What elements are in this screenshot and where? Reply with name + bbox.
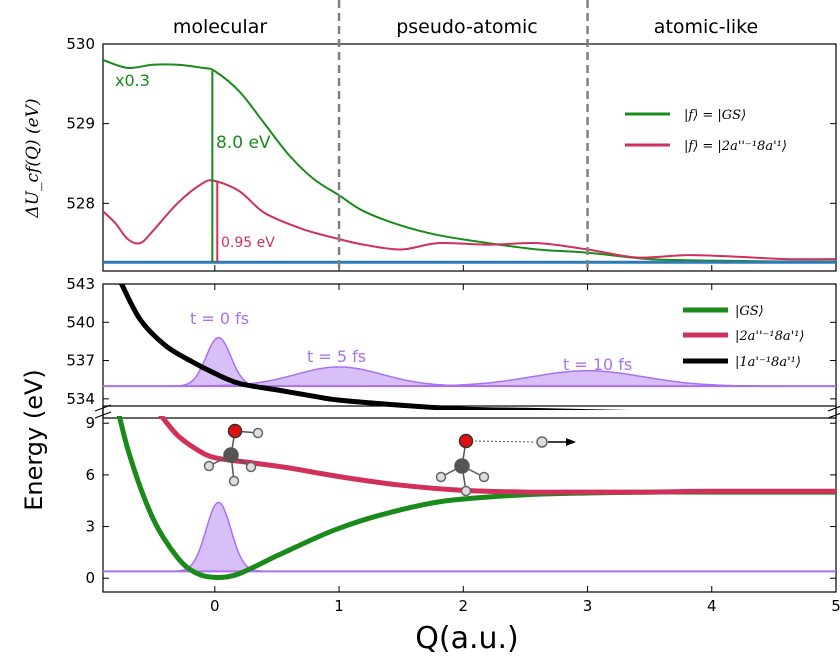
region-label-atomic-like: atomic-like	[654, 16, 758, 38]
upper-y-tick-label-540: 540	[66, 313, 95, 331]
wavepacket-label-t0: t = 0 fs	[190, 309, 249, 328]
bottom-series-excited-2a-potential	[158, 416, 836, 495]
x-tick-label-0: 0	[210, 597, 220, 615]
x-tick-label-1: 1	[334, 597, 344, 615]
molecule-icon-dissociating	[435, 433, 576, 497]
region-label-molecular: molecular	[173, 16, 268, 38]
upper-energy-marks	[103, 284, 836, 410]
wavepacket-label-t5: t = 5 fs	[307, 347, 366, 366]
x-tick-label-4: 4	[707, 597, 717, 615]
molecule-icon-bound	[203, 423, 264, 487]
lower-energy-frame	[102, 405, 837, 593]
axis-ticks: 528 529 530 534 537 540 543 0 3 6 9 0 1 2 3 4 5	[66, 35, 840, 615]
annotation-8-0-ev: 8.0 eV	[216, 133, 271, 153]
lower-y-tick-label-6: 6	[85, 466, 95, 484]
legend-label-1a-bottom: |1a'⁻¹8a'¹⟩	[735, 355, 801, 370]
x-tick-label-2: 2	[459, 597, 469, 615]
top-y-tick-label-530: 530	[66, 35, 95, 53]
bottom-panel-marks	[103, 284, 836, 581]
top-panel-frame	[102, 43, 837, 272]
lower-energy-marks	[103, 416, 836, 581]
x-tick-label-3: 3	[583, 597, 593, 615]
legend-label-gs: |f⟩ = |GS⟩	[684, 108, 746, 123]
x-axis-label: Q(a.u.)	[415, 621, 519, 656]
axis-break-mask	[104, 410, 835, 416]
top-legend: |f⟩ = |GS⟩ |f⟩ = |2a''⁻¹8a'¹⟩	[625, 108, 787, 154]
top-panel-marks	[103, 58, 836, 264]
wavepacket-0	[168, 336, 269, 387]
bottom-legend: |GS⟩ |2a''⁻¹8a'¹⟩ |1a'⁻¹8a'¹⟩	[683, 304, 805, 370]
legend-label-2a-bottom: |2a''⁻¹8a'¹⟩	[735, 329, 805, 344]
annotation-0-95-ev: 0.95 eV	[221, 235, 275, 251]
legend-label-gs-bottom: |GS⟩	[735, 304, 764, 319]
upper-y-tick-label-543: 543	[66, 275, 95, 293]
top-y-tick-label-528: 528	[66, 194, 95, 212]
upper-y-tick-label-537: 537	[66, 352, 95, 370]
upper-energy-frame	[102, 283, 837, 419]
lower-y-tick-label-9: 9	[85, 414, 95, 432]
upper-y-tick-label-534: 534	[66, 390, 95, 408]
axis-break-marks	[94, 404, 840, 419]
bottom-y-axis-label: Energy (eV)	[20, 369, 48, 511]
wavepacket-label-t10: t = 10 fs	[563, 355, 632, 374]
top-y-axis-label: ΔU_cf(Q) (eV)	[23, 98, 43, 218]
x-tick-label-5: 5	[831, 597, 840, 615]
region-label-pseudo-atomic: pseudo-atomic	[396, 16, 538, 38]
top-y-tick-label-529: 529	[66, 115, 95, 133]
legend-label-2a: |f⟩ = |2a''⁻¹8a'¹⟩	[684, 139, 787, 154]
lower-y-tick-label-0: 0	[85, 569, 95, 587]
bottom-series-excited-1a-potential	[119, 284, 629, 410]
annotation-x0-3: x0.3	[115, 71, 150, 90]
lower-y-tick-label-3: 3	[85, 518, 95, 536]
